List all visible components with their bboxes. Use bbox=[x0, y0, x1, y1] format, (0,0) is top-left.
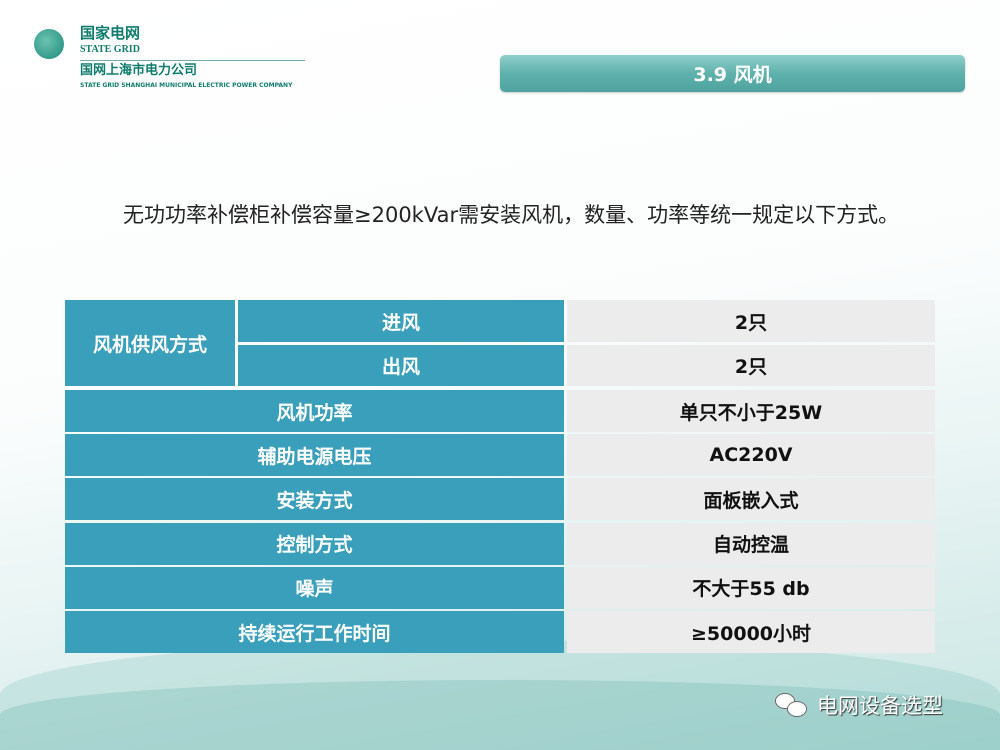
row-label-cell: 辅助电源电压 bbox=[65, 434, 564, 477]
state-grid-logo: 国家电网 STATE GRID 国网上海市电力公司 STATE GRID SHA… bbox=[30, 25, 310, 95]
row-label-cell: 噪声 bbox=[65, 566, 564, 609]
logo-cn: 国家电网 bbox=[80, 24, 141, 42]
row-label-cell: 风机功率 bbox=[65, 390, 564, 432]
watermark-text: 电网设备选型 bbox=[817, 694, 943, 718]
globe-icon bbox=[34, 29, 64, 59]
wechat-icon bbox=[775, 693, 809, 717]
sub-value-cell: 2只 bbox=[567, 345, 935, 386]
logo-divider bbox=[80, 60, 305, 61]
row-value-cell: 面板嵌入式 bbox=[567, 478, 935, 521]
group-label-cell: 风机供风方式 bbox=[65, 300, 235, 386]
background-wave bbox=[0, 640, 1000, 750]
row-value-cell: 单只不小于25W bbox=[567, 390, 935, 432]
intro-text: 无功功率补偿柜补偿容量≥200kVar需安装风机，数量、功率等统一规定以下方式。 bbox=[123, 203, 900, 227]
row-value-cell: AC220V bbox=[567, 434, 935, 477]
row-value-cell: 自动控温 bbox=[567, 522, 935, 565]
background-wave bbox=[0, 680, 1000, 750]
slide-title: 3.9 风机 bbox=[500, 55, 965, 92]
row-label-cell: 持续运行工作时间 bbox=[65, 611, 564, 653]
logo-en: STATE GRID bbox=[80, 44, 140, 55]
company-cn: 国网上海市电力公司 bbox=[80, 63, 198, 78]
row-label-cell: 控制方式 bbox=[65, 522, 564, 565]
row-value-cell: 不大于55 db bbox=[567, 566, 935, 609]
sub-label-cell: 进风 bbox=[238, 300, 564, 342]
row-label-cell: 安装方式 bbox=[65, 478, 564, 521]
company-en: STATE GRID SHANGHAI MUNICIPAL ELECTRIC P… bbox=[80, 82, 293, 89]
wechat-watermark: 电网设备选型 bbox=[775, 690, 943, 720]
sub-label-cell: 出风 bbox=[238, 345, 564, 386]
sub-value-cell: 2只 bbox=[567, 300, 935, 342]
row-value-cell: ≥50000小时 bbox=[567, 611, 935, 653]
